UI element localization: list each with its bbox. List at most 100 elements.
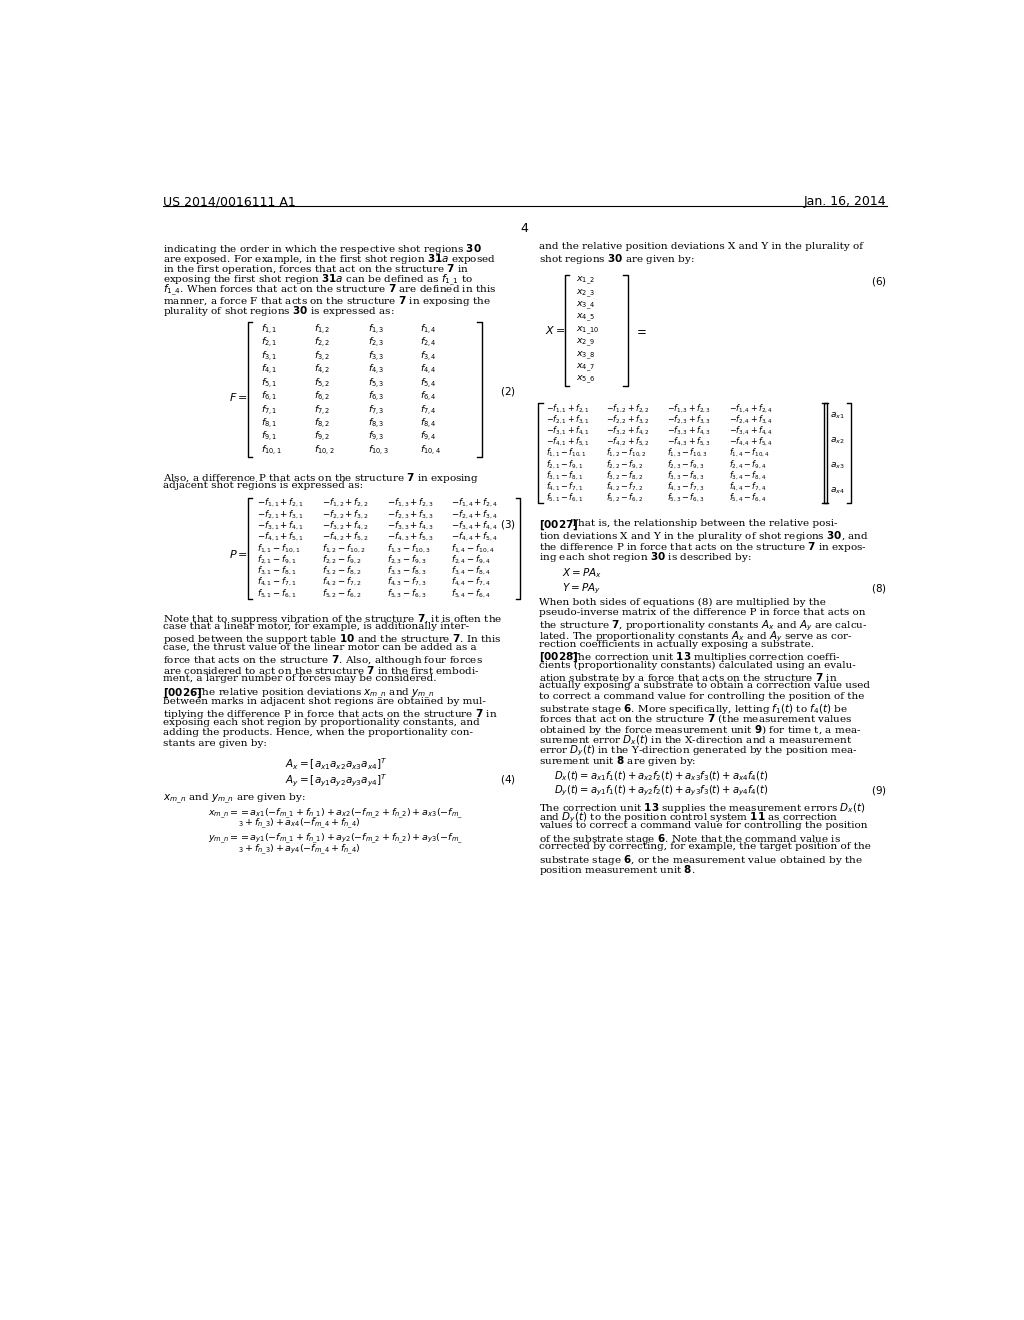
Text: $f_{2,1}$: $f_{2,1}$: [261, 335, 278, 348]
Text: $f_{1,3}$: $f_{1,3}$: [368, 322, 384, 335]
Text: $f_{9,2}$: $f_{9,2}$: [313, 430, 331, 444]
Text: $-f_{2,4}+f_{3,4}$: $-f_{2,4}+f_{3,4}$: [451, 508, 498, 520]
Text: $-f_{4,1}+f_{5,1}$: $-f_{4,1}+f_{5,1}$: [257, 531, 304, 544]
Text: $f_{5,2}$: $f_{5,2}$: [313, 376, 331, 389]
Text: ation substrate by a force that acts on the structure $\mathbf{7}$ in: ation substrate by a force that acts on …: [539, 671, 838, 685]
Text: case that a linear motor, for example, is additionally inter-: case that a linear motor, for example, i…: [163, 622, 469, 631]
Text: case, the thrust value of the linear motor can be added as a: case, the thrust value of the linear mot…: [163, 643, 476, 652]
Text: $f_{10,3}$: $f_{10,3}$: [368, 444, 388, 457]
Text: $-f_{4,1}+f_{5,1}$: $-f_{4,1}+f_{5,1}$: [547, 436, 590, 449]
Text: $f_{2,2}-f_{9,2}$: $f_{2,2}-f_{9,2}$: [605, 458, 643, 470]
Text: exposing the first shot region $\mathbf{31}$$\mathit{a}$ can be defined as $f_{1: exposing the first shot region $\mathbf{…: [163, 273, 473, 288]
Text: $f_{7,2}$: $f_{7,2}$: [313, 403, 331, 417]
Text: $f_{1,4}-f_{10,4}$: $f_{1,4}-f_{10,4}$: [729, 447, 770, 459]
Text: $f_{1,3}-f_{10,3}$: $f_{1,3}-f_{10,3}$: [387, 543, 431, 554]
Text: the structure $\mathbf{7}$, proportionality constants $A_x$ and $A_y$ are calcu-: the structure $\mathbf{7}$, proportional…: [539, 619, 867, 634]
Text: $f_{10,4}$: $f_{10,4}$: [420, 444, 441, 457]
Text: $f_{5,4}-f_{6,4}$: $f_{5,4}-f_{6,4}$: [729, 491, 766, 504]
Text: $-f_{3,3}+f_{4,3}$: $-f_{3,3}+f_{4,3}$: [668, 425, 712, 437]
Text: $-f_{2,2}+f_{3,2}$: $-f_{2,2}+f_{3,2}$: [605, 413, 649, 426]
Text: $-f_{4,3}+f_{5,3}$: $-f_{4,3}+f_{5,3}$: [668, 436, 712, 449]
Text: $f_{3,3}$: $f_{3,3}$: [368, 348, 384, 363]
Text: $f_{1,2}-f_{10,2}$: $f_{1,2}-f_{10,2}$: [605, 447, 646, 459]
Text: pseudo-inverse matrix of the difference P in force that acts on: pseudo-inverse matrix of the difference …: [539, 609, 865, 618]
Text: $f_{4,2}$: $f_{4,2}$: [313, 362, 331, 376]
Text: The correction unit $\mathbf{13}$ multiplies correction coeffi-: The correction unit $\mathbf{13}$ multip…: [571, 649, 841, 664]
Text: $-f_{1,3}+f_{2,3}$: $-f_{1,3}+f_{2,3}$: [387, 498, 434, 510]
Text: $\mathbf{[0026]}$: $\mathbf{[0026]}$: [163, 686, 203, 700]
Text: cients (proportionality constants) calculated using an evalu-: cients (proportionality constants) calcu…: [539, 660, 855, 669]
Text: exposing each shot region by proportionality constants, and: exposing each shot region by proportiona…: [163, 718, 479, 727]
Text: Note that to suppress vibration of the structure $\mathbf{7}$, it is often the: Note that to suppress vibration of the s…: [163, 611, 503, 626]
Text: $f_{10,2}$: $f_{10,2}$: [313, 444, 335, 457]
Text: tiplying the difference P in force that acts on the structure $\mathbf{7}$ in: tiplying the difference P in force that …: [163, 708, 498, 722]
Text: $(4)$: $(4)$: [500, 774, 515, 787]
Text: and the relative position deviations X and Y in the plurality of: and the relative position deviations X a…: [539, 242, 862, 251]
Text: $f_{7,1}$: $f_{7,1}$: [261, 403, 278, 417]
Text: substrate stage $\mathbf{6}$. More specifically, letting $f_1(t)$ to $f_4(t)$ be: substrate stage $\mathbf{6}$. More speci…: [539, 702, 848, 715]
Text: $f_{9,3}$: $f_{9,3}$: [368, 430, 384, 444]
Text: $f_{2,3}-f_{9,3}$: $f_{2,3}-f_{9,3}$: [387, 553, 427, 566]
Text: corrected by correcting, for example, the target position of the: corrected by correcting, for example, th…: [539, 842, 870, 851]
Text: $f_{1,4}$: $f_{1,4}$: [420, 322, 437, 335]
Text: $_{3}+f_{n\_3})+a_{x4}(-f_{m\_4}+f_{n\_4})$: $_{3}+f_{n\_3})+a_{x4}(-f_{m\_4}+f_{n\_4…: [239, 817, 360, 832]
Text: $f_{2,1}-f_{9,1}$: $f_{2,1}-f_{9,1}$: [257, 553, 297, 566]
Text: $f_{6,1}$: $f_{6,1}$: [261, 389, 278, 403]
Text: $a_{x1}$: $a_{x1}$: [830, 411, 845, 421]
Text: surement unit $\mathbf{8}$ are given by:: surement unit $\mathbf{8}$ are given by:: [539, 754, 696, 768]
Text: $f_{1,1}$: $f_{1,1}$: [261, 322, 278, 335]
Text: $Y=PA_y$: $Y=PA_y$: [562, 582, 600, 595]
Text: $x_{5\_6}$: $x_{5\_6}$: [575, 374, 595, 387]
Text: $-f_{1,1}+f_{2,1}$: $-f_{1,1}+f_{2,1}$: [547, 403, 590, 414]
Text: 4: 4: [521, 222, 528, 235]
Text: $-f_{4,3}+f_{5,3}$: $-f_{4,3}+f_{5,3}$: [387, 531, 434, 544]
Text: $f_{5,1}-f_{6,1}$: $f_{5,1}-f_{6,1}$: [547, 491, 584, 504]
Text: $x_{1\_2}$: $x_{1\_2}$: [575, 275, 595, 288]
Text: $-f_{2,1}+f_{3,1}$: $-f_{2,1}+f_{3,1}$: [547, 413, 590, 426]
Text: $f_{3,1}$: $f_{3,1}$: [261, 348, 278, 363]
Text: $a_{x3}$: $a_{x3}$: [830, 461, 845, 471]
Text: $f_{6,2}$: $f_{6,2}$: [313, 389, 331, 403]
Text: $F =$: $F =$: [229, 391, 248, 404]
Text: $(9)$: $(9)$: [871, 784, 887, 797]
Text: The correction unit $\mathbf{13}$ supplies the measurement errors $D_x(t)$: The correction unit $\mathbf{13}$ suppli…: [539, 800, 865, 814]
Text: $(8)$: $(8)$: [871, 582, 887, 594]
Text: $-f_{3,3}+f_{4,3}$: $-f_{3,3}+f_{4,3}$: [387, 520, 434, 532]
Text: $f_{5,2}-f_{6,2}$: $f_{5,2}-f_{6,2}$: [322, 587, 361, 599]
Text: $f_{4,1}-f_{7,1}$: $f_{4,1}-f_{7,1}$: [547, 480, 584, 492]
Text: $f_{1,2}$: $f_{1,2}$: [313, 322, 331, 335]
Text: $x_{2\_9}$: $x_{2\_9}$: [575, 337, 595, 350]
Text: When both sides of equations (8) are multiplied by the: When both sides of equations (8) are mul…: [539, 598, 825, 607]
Text: $\mathbf{[0027]}$: $\mathbf{[0027]}$: [539, 519, 579, 532]
Text: $-f_{1,4}+f_{2,4}$: $-f_{1,4}+f_{2,4}$: [729, 403, 773, 414]
Text: $a_{x4}$: $a_{x4}$: [830, 486, 846, 496]
Text: $f_{5,3}-f_{6,3}$: $f_{5,3}-f_{6,3}$: [668, 491, 705, 504]
Text: $f_{5,1}-f_{6,1}$: $f_{5,1}-f_{6,1}$: [257, 587, 297, 599]
Text: obtained by the force measurement unit $\mathbf{9}$) for time t, a mea-: obtained by the force measurement unit $…: [539, 723, 861, 737]
Text: $f_{2,4}-f_{9,4}$: $f_{2,4}-f_{9,4}$: [729, 458, 766, 470]
Text: $P =$: $P =$: [228, 548, 248, 560]
Text: $f_{2,1}-f_{9,1}$: $f_{2,1}-f_{9,1}$: [547, 458, 584, 470]
Text: That is, the relationship between the relative posi-: That is, the relationship between the re…: [571, 519, 838, 528]
Text: Jan. 16, 2014: Jan. 16, 2014: [804, 195, 887, 209]
Text: $f_{5,4}-f_{6,4}$: $f_{5,4}-f_{6,4}$: [451, 587, 490, 599]
Text: $f_{5,3}-f_{6,3}$: $f_{5,3}-f_{6,3}$: [387, 587, 427, 599]
Text: $f_{4,3}$: $f_{4,3}$: [368, 362, 384, 376]
Text: $f_{4,3}-f_{7,3}$: $f_{4,3}-f_{7,3}$: [387, 576, 427, 589]
Text: $f_{3,3}-f_{8,3}$: $f_{3,3}-f_{8,3}$: [387, 565, 427, 577]
Text: $x_{m\_n}$ and $y_{m\_n}$ are given by:: $x_{m\_n}$ and $y_{m\_n}$ are given by:: [163, 792, 305, 805]
Text: $f_{4,2}-f_{7,2}$: $f_{4,2}-f_{7,2}$: [605, 480, 643, 492]
Text: $f_{4,2}-f_{7,2}$: $f_{4,2}-f_{7,2}$: [322, 576, 361, 589]
Text: actually exposing a substrate to obtain a correction value used: actually exposing a substrate to obtain …: [539, 681, 869, 690]
Text: $f_{4,1}-f_{7,1}$: $f_{4,1}-f_{7,1}$: [257, 576, 297, 589]
Text: $f_{3,2}-f_{8,2}$: $f_{3,2}-f_{8,2}$: [322, 565, 361, 577]
Text: $f_{5,3}$: $f_{5,3}$: [368, 376, 384, 389]
Text: $=$: $=$: [634, 323, 647, 337]
Text: $(2)$: $(2)$: [500, 385, 515, 397]
Text: $f_{4,4}-f_{7,4}$: $f_{4,4}-f_{7,4}$: [729, 480, 766, 492]
Text: $x_{3\_4}$: $x_{3\_4}$: [575, 300, 595, 312]
Text: $f_{7,3}$: $f_{7,3}$: [368, 403, 384, 417]
Text: $x_{4\_5}$: $x_{4\_5}$: [575, 312, 595, 325]
Text: $-f_{2,1}+f_{3,1}$: $-f_{2,1}+f_{3,1}$: [257, 508, 304, 520]
Text: $A_x=[a_{x1}a_{x2}a_{x3}a_{x4}]^T$: $A_x=[a_{x1}a_{x2}a_{x3}a_{x4}]^T$: [285, 756, 387, 772]
